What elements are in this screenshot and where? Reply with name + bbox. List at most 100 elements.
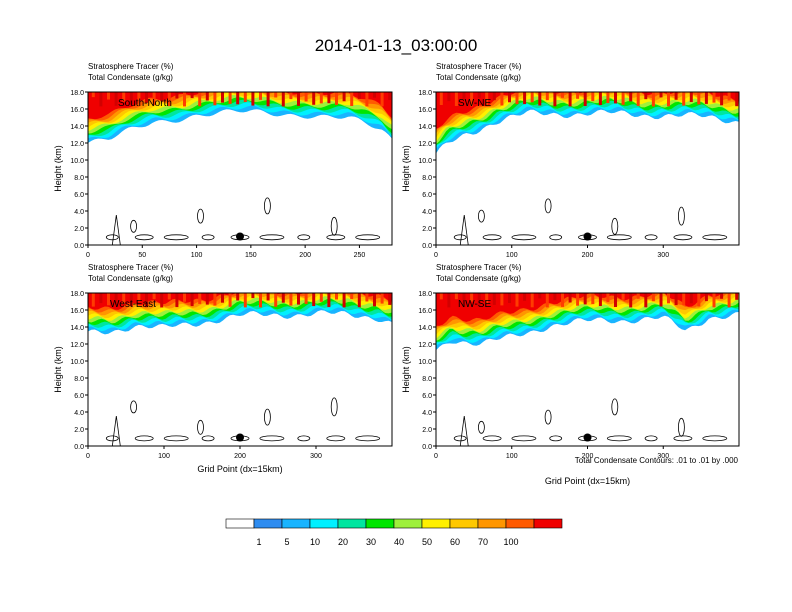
tracer-band-50 xyxy=(436,92,739,142)
colorbar-box xyxy=(449,518,479,529)
tracer-streak xyxy=(236,293,240,301)
tracer-streak xyxy=(735,293,739,300)
tracer-streak xyxy=(342,92,346,102)
y-tick-label: 6.0 xyxy=(74,393,84,400)
y-tick-label: 2.0 xyxy=(422,226,432,233)
y-tick-label: 6.0 xyxy=(74,192,84,199)
tracer-streak xyxy=(114,293,118,305)
panel-west-east: 0.0 2.0 4.0 6.0 8.0 10.0 12.0 14.0 16.0 18.0 0 100 2… xyxy=(53,263,393,474)
tracer-streak xyxy=(644,293,648,308)
x-tick-label: 0 xyxy=(86,252,90,259)
y-tick-label: 18.0 xyxy=(70,291,84,298)
contour-ellipse xyxy=(355,234,381,241)
contour-ellipse xyxy=(544,198,552,214)
tracer-streak xyxy=(304,92,308,102)
tracer-streak xyxy=(667,293,670,304)
tracer-streak xyxy=(251,293,255,299)
y-tick-label: 4.0 xyxy=(422,209,432,216)
tracer-streak xyxy=(183,293,186,302)
tracer-streak xyxy=(350,293,354,300)
tracer-streak xyxy=(365,92,369,107)
y-axis-label: Height (km) xyxy=(401,346,411,393)
tracer-streak xyxy=(107,92,110,100)
x-tick-label: 300 xyxy=(310,453,322,460)
tracer-streak xyxy=(644,92,648,100)
tracer-field xyxy=(436,293,739,446)
tracer-streak xyxy=(591,92,595,102)
tracer-streak xyxy=(274,92,278,98)
colorbar-label: 70 xyxy=(478,537,488,547)
y-tick-label: 16.0 xyxy=(418,308,432,315)
tracer-streak xyxy=(91,92,95,98)
colorbar-label: 5 xyxy=(284,537,289,547)
location-marker xyxy=(236,232,244,241)
colorbar-box xyxy=(253,518,283,529)
colorbar-box xyxy=(225,518,255,529)
y-tick-label: 2.0 xyxy=(422,427,432,434)
tracer-streak xyxy=(213,293,217,306)
y-tick-label: 18.0 xyxy=(418,90,432,97)
contour-ellipse xyxy=(673,234,693,241)
y-tick-label: 2.0 xyxy=(74,226,84,233)
tracer-streak xyxy=(236,92,240,105)
tracer-streak xyxy=(281,293,285,303)
y-tick-label: 4.0 xyxy=(74,410,84,417)
contour-ellipse xyxy=(263,408,271,426)
tracer-field xyxy=(436,92,739,245)
tracer-streak xyxy=(373,293,376,307)
contour-ellipse xyxy=(297,435,311,442)
tracer-band-100 xyxy=(88,293,392,310)
contour-ellipse xyxy=(201,234,215,241)
tracer-streak xyxy=(365,293,369,302)
header-condensate: Total Condensate (g/kg) xyxy=(88,274,173,283)
tracer-streak xyxy=(289,92,293,100)
tracer-band-40 xyxy=(436,92,739,145)
contour-ellipse xyxy=(511,435,537,442)
contour-ellipse xyxy=(326,435,346,442)
contour-ellipse xyxy=(453,435,467,442)
tracer-streak xyxy=(689,92,693,102)
contour-ellipse xyxy=(644,234,658,241)
contour-line xyxy=(111,415,121,446)
contour-ellipse xyxy=(611,398,619,416)
location-marker xyxy=(236,433,244,442)
x-tick-label: 0 xyxy=(86,453,90,460)
tracer-streak xyxy=(492,293,496,305)
tracer-streak xyxy=(508,293,511,303)
tracer-streak xyxy=(145,92,148,103)
tracer-streak xyxy=(447,92,451,102)
tracer-streak xyxy=(99,293,103,304)
tracer-streak xyxy=(568,92,572,107)
tracer-streak xyxy=(530,92,534,103)
tracer-streak xyxy=(606,293,610,303)
tracer-streak xyxy=(477,92,481,98)
header-tracer: Stratosphere Tracer (%) xyxy=(436,62,522,71)
colorbar-box xyxy=(365,518,395,529)
tracer-streak xyxy=(266,92,270,107)
contour-ellipse xyxy=(606,435,632,442)
contour-ellipse xyxy=(163,435,189,442)
y-tick-label: 6.0 xyxy=(422,192,432,199)
tracer-streak xyxy=(122,92,126,102)
tracer-streak xyxy=(380,293,384,304)
tracer-streak xyxy=(583,92,587,106)
tracer-streak xyxy=(380,92,384,107)
contour-ellipse xyxy=(511,234,537,241)
tracer-streak xyxy=(636,293,640,299)
contour-ellipse xyxy=(197,419,204,435)
y-tick-label: 2.0 xyxy=(74,427,84,434)
tracer-streak xyxy=(689,293,693,304)
contour-ellipse xyxy=(197,208,204,224)
tracer-streak xyxy=(712,92,716,103)
contour-ellipse xyxy=(673,435,693,442)
tracer-streak xyxy=(674,293,678,306)
tracer-streak xyxy=(357,293,361,308)
tracer-streak xyxy=(659,92,663,98)
tracer-streak xyxy=(319,92,323,104)
tracer-streak xyxy=(621,293,625,300)
tracer-streak xyxy=(190,92,194,99)
tracer-streak xyxy=(289,293,293,306)
colorbar-box xyxy=(533,518,563,529)
contour-ellipse xyxy=(105,435,119,442)
contour-ellipse xyxy=(606,234,632,241)
